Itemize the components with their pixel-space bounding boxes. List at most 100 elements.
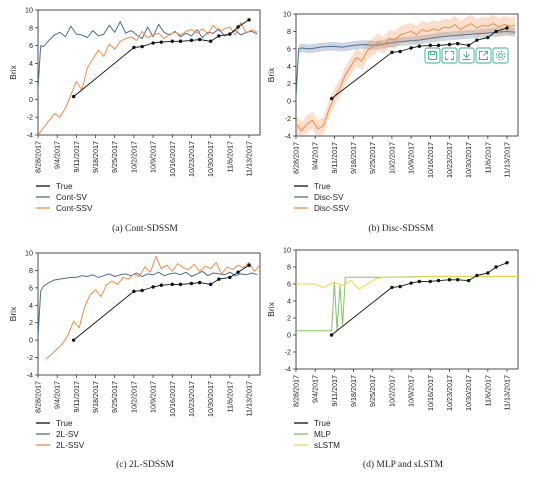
true-point	[236, 270, 240, 274]
settings-icon	[495, 50, 506, 61]
true-point	[132, 289, 136, 294]
plot-area	[296, 14, 516, 136]
x-tick-label: 9/11/2017	[72, 381, 81, 412]
x-tick-label: 11/6/2017	[483, 375, 492, 406]
x-tick-label: 11/13/2017	[503, 375, 512, 410]
legend-label-slstm: sLSTM	[314, 441, 340, 450]
series-true	[329, 261, 509, 337]
y-tick-label: 2	[29, 77, 33, 86]
x-tick-label: 11/13/2017	[245, 141, 254, 176]
y-tick-label: 8	[287, 27, 291, 36]
x-tick-label: 9/11/2017	[330, 375, 339, 406]
legend-label-cont-sv: Cont-SV	[56, 193, 87, 202]
panel-a-cont-sdssm: -4 -2 0 2 4 6 8 10 Brix 8/28/2017 9/4/2017 9/11/201…	[8, 6, 261, 234]
true-point	[71, 338, 76, 342]
legend-label-true: True	[56, 419, 73, 428]
true-point	[132, 45, 136, 50]
true-point	[505, 261, 509, 265]
true-point	[247, 263, 251, 267]
series-true	[71, 18, 251, 99]
x-tick-label: 9/18/2017	[91, 141, 100, 173]
x-tick-label: 11/6/2017	[225, 381, 234, 412]
y-tick-label: 4	[29, 301, 33, 310]
expand-button[interactable]	[441, 47, 458, 64]
expand-button-frame[interactable]	[441, 47, 458, 64]
true-point	[409, 281, 413, 285]
true-point	[170, 39, 174, 43]
legend-label-2l-ssv: 2L-SSV	[56, 441, 85, 450]
true-point	[428, 279, 432, 284]
true-point	[329, 96, 334, 101]
save-icon	[428, 51, 437, 60]
y-tick-label: 10	[283, 10, 291, 19]
x-tick-label: 10/2/2017	[129, 141, 138, 173]
true-point	[466, 43, 471, 48]
x-tick-label: 10/16/2017	[426, 142, 435, 178]
x-tick-label: 9/25/2017	[110, 381, 119, 413]
true-point	[494, 29, 498, 34]
y-tick-label: 6	[29, 41, 33, 50]
legend: True 2L-SV 2L-SSV	[36, 419, 85, 450]
settings-button[interactable]	[492, 47, 509, 64]
y-tick-label: -4	[27, 371, 33, 380]
x-tick-label: 9/4/2017	[311, 375, 320, 403]
legend-label-true: True	[314, 419, 331, 428]
true-point	[486, 35, 490, 40]
true-point	[417, 44, 422, 48]
series-line-2l-sv	[38, 270, 258, 337]
save-button[interactable]	[424, 47, 441, 64]
chart-toolbar	[424, 47, 509, 64]
true-point	[447, 42, 452, 47]
series-true	[71, 263, 251, 342]
true-point	[140, 44, 144, 49]
y-tick-label: 0	[29, 336, 33, 345]
save-button-frame[interactable]	[424, 47, 441, 64]
series-line-2l-ssv	[45, 256, 260, 360]
x-tick-label: 9/4/2017	[311, 142, 320, 170]
true-point	[436, 43, 441, 48]
true-point	[390, 50, 394, 55]
y-tick-label: 6	[29, 283, 33, 292]
y-tick-label: -2	[27, 113, 33, 122]
y-tick-label: 2	[287, 314, 291, 323]
y-tick-label: 8	[287, 263, 291, 272]
legend: True MLP sLSTM	[294, 419, 340, 450]
plot-frame	[37, 252, 261, 376]
x-tick-label: 10/2/2017	[387, 375, 396, 407]
export-button[interactable]	[475, 47, 492, 64]
true-point	[208, 282, 213, 287]
x-tick-label: 11/6/2017	[483, 142, 492, 173]
download-button[interactable]	[458, 47, 475, 64]
series-2l-ssv	[45, 256, 260, 360]
y-axis-label: Brix	[8, 64, 18, 79]
y-tick-label: -2	[285, 348, 291, 357]
panel-d-mlp-and-slstm: -4 -2 0 2 4 6 8 10 Brix 8/28/2017 9/4/2017 9/11/201…	[266, 246, 519, 470]
settings-button-frame[interactable]	[492, 47, 509, 64]
true-point	[159, 283, 164, 287]
true-point	[409, 46, 413, 50]
true-point	[189, 38, 194, 43]
true-point	[228, 275, 232, 280]
x-tick-label: 8/28/2017	[34, 141, 43, 173]
true-point	[447, 278, 452, 282]
panel-caption: (d) MLP and sLSTM	[363, 459, 444, 470]
x-tick-label: 10/16/2017	[168, 381, 177, 417]
true-point	[329, 333, 334, 337]
y-tick-label: -4	[27, 131, 33, 140]
y-tick-label: 10	[283, 246, 291, 255]
plot-area	[38, 256, 260, 360]
true-point	[140, 288, 144, 293]
x-tick-label: 8/28/2017	[292, 375, 301, 407]
legend-label-cont-ssv: Cont-SSV	[56, 204, 93, 213]
series-line-disc-ssv	[296, 23, 516, 132]
x-tick-label: 9/4/2017	[53, 381, 62, 409]
true-point	[236, 25, 240, 29]
x-tick-label: 11/6/2017	[225, 141, 234, 172]
legend-label-disc-ssv: Disc-SSV	[314, 204, 350, 213]
x-tick-label: 9/25/2017	[368, 142, 377, 174]
true-point	[151, 41, 155, 45]
true-point	[398, 49, 402, 54]
x-tick-label: 9/25/2017	[110, 141, 119, 173]
y-tick-label: -4	[285, 132, 291, 141]
x-tick-label: 10/9/2017	[407, 142, 416, 174]
